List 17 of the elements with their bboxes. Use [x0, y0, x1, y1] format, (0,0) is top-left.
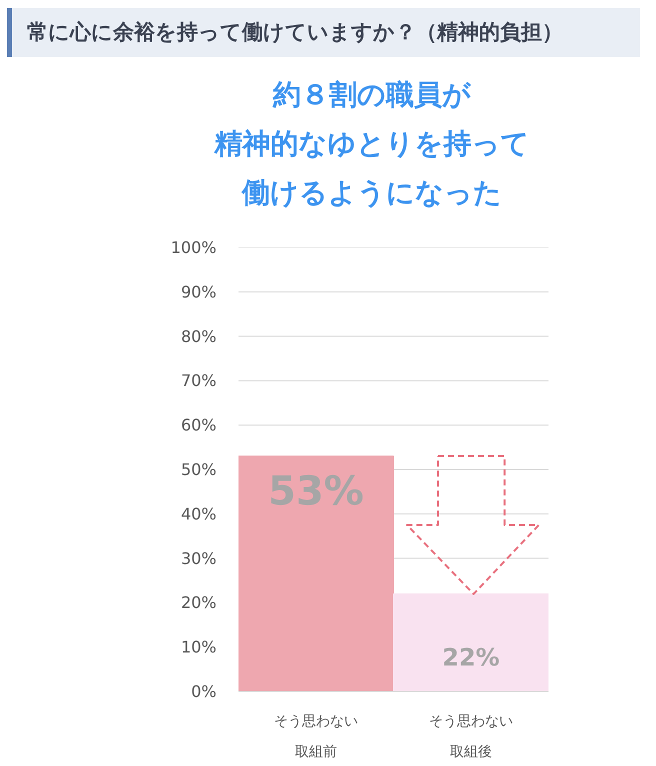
y-tick-label: 20%	[180, 593, 216, 612]
y-tick-label: 80%	[180, 326, 216, 346]
y-tick-label: 10%	[180, 638, 216, 657]
y-tick-label: 40%	[180, 504, 216, 524]
y-tick-label: 90%	[180, 282, 216, 302]
y-tick-label: 60%	[180, 416, 216, 435]
chart-title: 常に心に余裕を持って働けていますか？（精神的負担）	[27, 19, 563, 46]
y-tick-label: 0%	[191, 682, 217, 701]
x-tick-label: そう思わない取組後	[429, 714, 513, 760]
y-tick-label: 50%	[180, 460, 216, 479]
chart-subtitle: 約８割の職員が精神的なゆとりを持って働けるようになった	[214, 77, 530, 211]
y-tick-label: 100%	[170, 238, 217, 257]
data-label: 22%	[442, 643, 500, 672]
y-tick-label: 30%	[180, 548, 216, 568]
y-tick-label: 70%	[180, 371, 216, 390]
data-label: 53%	[268, 468, 364, 514]
x-tick-label: そう思わない取組前	[274, 714, 358, 760]
